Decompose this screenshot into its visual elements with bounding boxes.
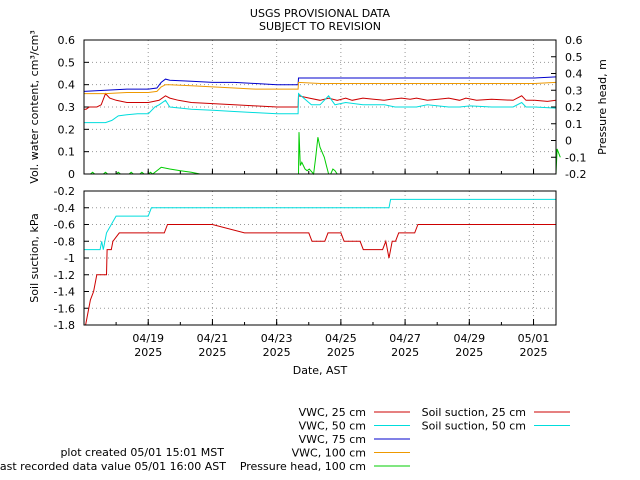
bottom-xtick-label: 04/25	[325, 332, 357, 345]
bottom-panel: -0.2-0.4-0.6-0.8-1-1.2-1.4-1.6-1.804/192…	[28, 185, 557, 377]
bottom-xtick-label: 04/21	[197, 332, 229, 345]
top-y2tick-label: 0.4	[565, 68, 583, 81]
top-y2tick-label: 0.6	[565, 34, 583, 47]
top-ytick-label: 0.4	[58, 79, 76, 92]
top-y2tick-label: 0.1	[565, 118, 583, 131]
series-line-soil-suction-25-cm	[85, 224, 556, 326]
bottom-xtick-year: 2025	[198, 346, 226, 359]
top-ytick-label: 0.6	[58, 34, 76, 47]
bottom-xtick-label: 04/27	[389, 332, 421, 345]
bottom-ylabel: Soil suction, kPa	[28, 213, 41, 302]
top-y2tick-label: 0.3	[565, 84, 583, 97]
bottom-xtick-year: 2025	[134, 346, 162, 359]
bottom-xtick-label: 05/01	[518, 332, 550, 345]
bottom-ytick-label: -0.6	[54, 219, 75, 232]
bottom-ytick-label: -1	[64, 252, 75, 265]
bottom-ytick-label: -1.8	[54, 319, 75, 332]
legend-label: VWC, 50 cm	[299, 420, 366, 433]
top-y2tick-label: -0.2	[565, 168, 586, 181]
bottom-ytick-label: -1.6	[54, 302, 75, 315]
top-y2label: Pressure head, m	[596, 59, 609, 155]
top-y2tick-label: 0.5	[565, 51, 583, 64]
bottom-xtick-year: 2025	[327, 346, 355, 359]
bottom-xtick-year: 2025	[391, 346, 419, 359]
legend-label: Pressure head, 100 cm	[240, 460, 366, 473]
bottom-xtick-year: 2025	[455, 346, 483, 359]
series-line-vwc-75-cm	[83, 76, 557, 92]
top-ytick-label: 0	[68, 168, 75, 181]
top-panel: 0 0.1 0.2 0.3 0.4 0.5 0.6 -0.2 -0.1 0 0.1 0.2 0.3 0.4…	[28, 30, 609, 183]
bottom-ytick-label: -1.2	[54, 269, 75, 282]
top-ytick-label: 0.1	[58, 146, 76, 159]
series-line-pressure-head-100-cm	[84, 132, 561, 176]
bottom-xtick-label: 04/29	[453, 332, 485, 345]
top-ytick-label: 0.2	[58, 123, 76, 136]
legend-label: VWC, 25 cm	[299, 406, 366, 419]
top-y2tick-label: 0	[565, 135, 572, 148]
bottom-ytick-label: -0.2	[54, 185, 75, 198]
series-line-soil-suction-50-cm	[84, 198, 556, 251]
last-recorded-text: last recorded data value 05/01 16:00 AST	[0, 460, 226, 473]
top-y2tick-label: -0.1	[565, 151, 586, 164]
legend-label: Soil suction, 50 cm	[422, 420, 526, 433]
series-line-vwc-100-cm	[84, 81, 557, 95]
bottom-plot-frame	[83, 190, 557, 326]
bottom-xlabel: Date, AST	[293, 364, 348, 377]
legend-label: VWC, 75 cm	[299, 433, 366, 446]
chart-title-line1: USGS PROVISIONAL DATA	[250, 7, 391, 20]
bottom-ytick-label: -1.4	[54, 286, 75, 299]
top-plot-frame	[83, 39, 557, 175]
legend-label: Soil suction, 25 cm	[422, 406, 526, 419]
bottom-ytick-label: -0.8	[54, 235, 75, 248]
chart-title-line2: SUBJECT TO REVISION	[259, 20, 381, 33]
bottom-xtick-year: 2025	[263, 346, 291, 359]
top-ytick-label: 0.5	[58, 56, 76, 69]
bottom-xtick-label: 04/23	[261, 332, 293, 345]
bottom-ytick-label: -0.4	[54, 202, 75, 215]
top-ylabel: Vol. water content, cm³/cm³	[28, 30, 41, 183]
bottom-xtick-year: 2025	[520, 346, 548, 359]
bottom-xtick-label: 04/19	[132, 332, 164, 345]
top-ytick-label: 0.3	[58, 101, 76, 114]
series-line-vwc-25-cm	[84, 92, 557, 110]
series-line-vwc-50-cm	[84, 92, 557, 124]
top-y2tick-label: 0.2	[565, 101, 583, 114]
plot-created-text: plot created 05/01 15:01 MST	[60, 446, 224, 459]
legend-label: VWC, 100 cm	[292, 447, 366, 460]
